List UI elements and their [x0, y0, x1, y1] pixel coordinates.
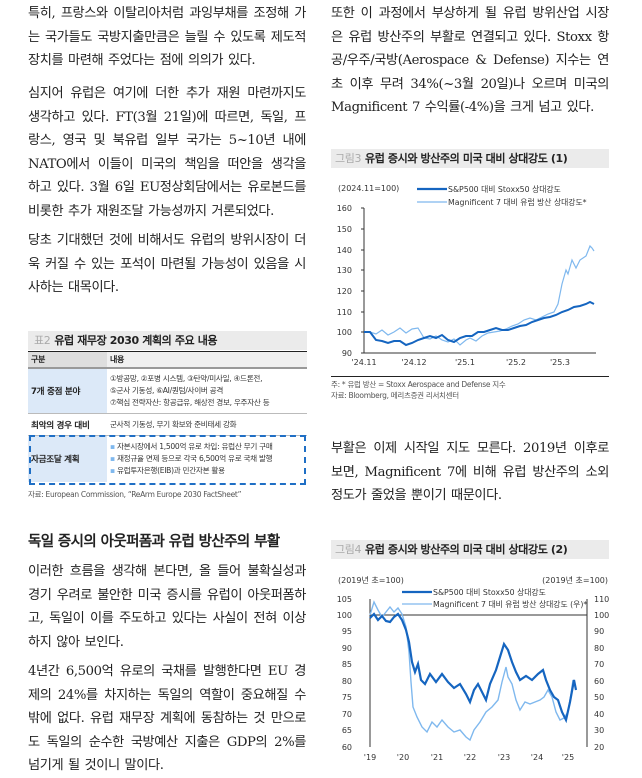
svg-text:160: 160 — [337, 204, 352, 213]
svg-text:95: 95 — [342, 627, 352, 636]
row-line: ⑦핵심 전략자산: 항공급유, 해상전 경보, 우주자산 등 — [110, 397, 270, 407]
row-category: 자금조달 계획 — [28, 435, 107, 482]
figure3-title: 그림3 유럽 증시와 방산주의 미국 대비 상대강도 (1) — [331, 149, 609, 168]
svg-text:'24.11: '24.11 — [351, 358, 376, 367]
svg-text:100: 100 — [337, 328, 352, 337]
svg-text:40: 40 — [594, 710, 604, 719]
figure-label: 그림4 — [335, 543, 362, 556]
series-stoxx50-left — [369, 612, 578, 724]
svg-text:80: 80 — [342, 677, 352, 686]
svg-text:50: 50 — [594, 693, 604, 702]
svg-text:'24.12: '24.12 — [401, 358, 426, 367]
svg-text:'21: '21 — [431, 753, 443, 762]
figure3-chart: (2024.11=100) S&P500 대비 Stoxx50 상대강도 Mag… — [337, 184, 596, 367]
svg-text:70: 70 — [342, 710, 352, 719]
body-paragraph: 특히, 프랑스와 이탈리아처럼 과잉부채를 조정해 가는 국가들도 국방지출만큼… — [28, 6, 306, 68]
figure-title-text: 유럽 증시와 방산주의 미국 대비 상대강도 (1) — [365, 152, 568, 165]
legend-item: Magnificent 7 대비 유럽 방산 상대강도 (우)* — [433, 599, 587, 609]
figure-divider — [331, 376, 609, 377]
body-paragraph: 부활은 이제 시작일 지도 모른다. 2019년 이후로 보면, Magnifi… — [331, 441, 609, 503]
svg-text:'22: '22 — [464, 753, 476, 762]
figure-label: 그림3 — [335, 152, 362, 165]
y-axis-unit-left: (2019년 초=100) — [338, 575, 404, 585]
table-source: 자료: European Commission, “ReArm Europe 2… — [28, 490, 242, 499]
table-row: 7개 중점 분야 ①방공망, ②포병 시스템, ③탄약/미사일, ④드론전, ⑤… — [28, 366, 307, 414]
series-mag7-defense-right — [369, 600, 574, 742]
svg-text:110: 110 — [337, 308, 352, 317]
svg-text:'25: '25 — [562, 753, 574, 762]
table-header: 내용 — [107, 351, 307, 368]
svg-text:'24: '24 — [531, 753, 543, 762]
svg-text:60: 60 — [342, 743, 352, 752]
y-axis-unit-right: (2019년 초=100) — [542, 575, 608, 585]
svg-text:90: 90 — [342, 644, 352, 653]
table-title-text: 유럽 재무장 2030 계획의 주요 내용 — [54, 334, 218, 347]
figure4-title: 그림4 유럽 증시와 방산주의 미국 대비 상대강도 (2) — [331, 540, 609, 559]
svg-text:'20: '20 — [397, 753, 409, 762]
svg-text:'25.1: '25.1 — [455, 358, 475, 367]
svg-text:'23: '23 — [498, 753, 510, 762]
row-line: ⑤군사 기동성, ⑥AI/퀀텀/사이버 공격 — [110, 385, 224, 395]
row-line: ①방공망, ②포병 시스템, ③탄약/미사일, ④드론전, — [110, 373, 263, 383]
row-line: ▪ 재정규율 면제 등으로 각국 6,500억 유로 국채 발행 — [110, 453, 273, 463]
svg-text:20: 20 — [594, 743, 604, 752]
row-line: ▪ 자본시장에서 1,500억 유로 차입: 유럽산 무기 구매 — [110, 441, 273, 451]
svg-text:65: 65 — [342, 726, 352, 735]
table-title: 표2 유럽 재무장 2030 계획의 주요 내용 — [28, 331, 307, 350]
body-paragraph: 당초 기대했던 것에 비해서도 유럽의 방위시장이 더욱 커질 수 있는 포석이… — [28, 233, 306, 295]
figure3-source: 자료: Bloomberg, 메리츠증권 리서치센터 — [331, 391, 459, 400]
svg-text:140: 140 — [337, 246, 352, 255]
svg-text:30: 30 — [594, 726, 604, 735]
row-category: 7개 중점 분야 — [28, 366, 107, 414]
body-paragraph: 이러한 흐름을 생각해 본다면, 올 들어 불확실성과 경기 우려로 불안한 미… — [28, 564, 306, 650]
svg-text:130: 130 — [337, 266, 352, 275]
table-row: 자금조달 계획 ▪ 자본시장에서 1,500억 유로 차입: 유럽산 무기 구매… — [28, 435, 307, 482]
svg-text:80: 80 — [594, 644, 604, 653]
svg-text:100: 100 — [594, 611, 609, 620]
row-line: ▪ 유럽투자은행(EIB)과 민간자본 활용 — [110, 465, 225, 475]
legend-item: Magnificent 7 대비 유럽 방산 상대강도* — [448, 197, 587, 207]
svg-text:105: 105 — [337, 595, 352, 604]
legend-item: S&P500 대비 Stoxx50 상대강도 — [433, 587, 546, 597]
svg-text:90: 90 — [594, 627, 604, 636]
svg-text:120: 120 — [337, 287, 352, 296]
svg-text:100: 100 — [337, 611, 352, 620]
body-paragraph: 또한 이 과정에서 부상하게 될 유럽 방위산업 시장은 유럽 방산주의 부활로… — [331, 6, 609, 115]
defense-plan-table: 구분 내용 7개 중점 분야 ①방공망, ②포병 시스템, ③탄약/미사일, ④… — [28, 351, 307, 482]
legend-item: S&P500 대비 Stoxx50 상대강도 — [448, 184, 561, 194]
series-stoxx50 — [364, 300, 595, 347]
svg-text:90: 90 — [342, 349, 352, 358]
svg-text:75: 75 — [342, 693, 352, 702]
table-header: 구분 — [28, 351, 107, 368]
row-content: ①방공망, ②포병 시스템, ③탄약/미사일, ④드론전, ⑤군사 기동성, ⑥… — [107, 366, 307, 414]
row-category: 최악의 경우 대비 — [28, 413, 107, 436]
svg-text:150: 150 — [337, 225, 352, 234]
svg-text:'25.3: '25.3 — [550, 358, 570, 367]
body-paragraph: 4년간 6,500억 유로의 국채를 발행한다면 EU 경제의 24%를 차지하… — [28, 664, 306, 773]
section-heading: 독일 증시의 아웃퍼폼과 유럽 방산주의 부활 — [28, 534, 280, 550]
series-mag7-defense — [364, 244, 595, 346]
svg-text:110: 110 — [594, 595, 609, 604]
svg-text:60: 60 — [594, 677, 604, 686]
table-row: 최악의 경우 대비 군사적 기동성, 무기 확보와 준비태세 강화 — [28, 413, 307, 436]
svg-text:'25.2: '25.2 — [506, 358, 526, 367]
body-paragraph: 심지어 유럽은 여기에 더한 추가 재원 마련까지도 생각하고 있다. FT(3… — [28, 86, 306, 219]
table-label: 표2 — [34, 334, 51, 347]
svg-text:85: 85 — [342, 660, 352, 669]
y-axis-unit: (2024.11=100) — [338, 184, 399, 193]
row-content: 군사적 기동성, 무기 확보와 준비태세 강화 — [107, 413, 307, 436]
figure-title-text: 유럽 증시와 방산주의 미국 대비 상대강도 (2) — [365, 543, 568, 556]
figure4-chart: (2019년 초=100) (2019년 초=100) S&P500 대비 St… — [337, 575, 610, 762]
figure3-note: 주: * 유럽 방산 = Stoxx Aerospace and Defense… — [331, 380, 506, 389]
svg-text:70: 70 — [594, 660, 604, 669]
svg-text:'19: '19 — [364, 753, 376, 762]
row-content: ▪ 자본시장에서 1,500억 유로 차입: 유럽산 무기 구매 ▪ 재정규율 … — [107, 436, 307, 482]
